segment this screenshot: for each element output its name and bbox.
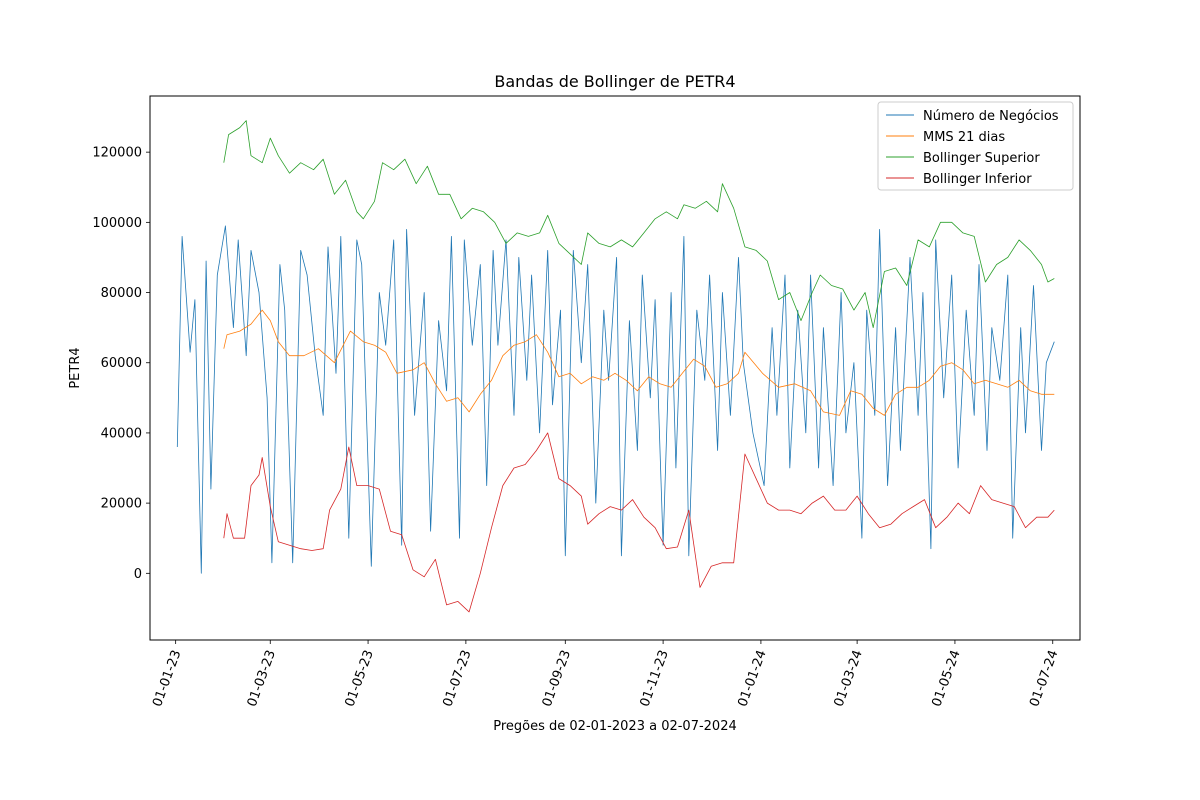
- legend-label-0: Número de Negócios: [923, 109, 1059, 124]
- x-axis-label: Pregões de 02-01-2023 a 02-07-2024: [493, 719, 737, 734]
- y-tick-label: 80000: [101, 286, 142, 301]
- legend-label-3: Bollinger Inferior: [923, 172, 1032, 187]
- y-tick-label: 40000: [101, 426, 142, 441]
- series-line-2: [223, 120, 1055, 329]
- y-tick-label: 100000: [92, 216, 142, 231]
- y-tick-label: 60000: [101, 356, 142, 371]
- chart-title: Bandas de Bollinger de PETR4: [494, 72, 735, 91]
- series-group: [176, 120, 1055, 613]
- axes-frame: [149, 95, 1081, 641]
- y-tick-label: 0: [134, 567, 142, 582]
- y-tick-label: 120000: [92, 146, 142, 161]
- y-axis-label: PETR4: [68, 347, 83, 388]
- legend: Número de Negócios MMS 21 dias Bollinger S…: [877, 101, 1074, 191]
- plot-area: [176, 120, 1055, 613]
- series-line-0: [176, 225, 1055, 574]
- series-line-3: [223, 432, 1055, 613]
- legend-box: [877, 101, 1074, 191]
- legend-label-2: Bollinger Superior: [923, 151, 1040, 166]
- y-tick-label: 20000: [101, 497, 142, 512]
- series-line-1: [223, 309, 1055, 416]
- legend-label-1: MMS 21 dias: [923, 130, 1005, 145]
